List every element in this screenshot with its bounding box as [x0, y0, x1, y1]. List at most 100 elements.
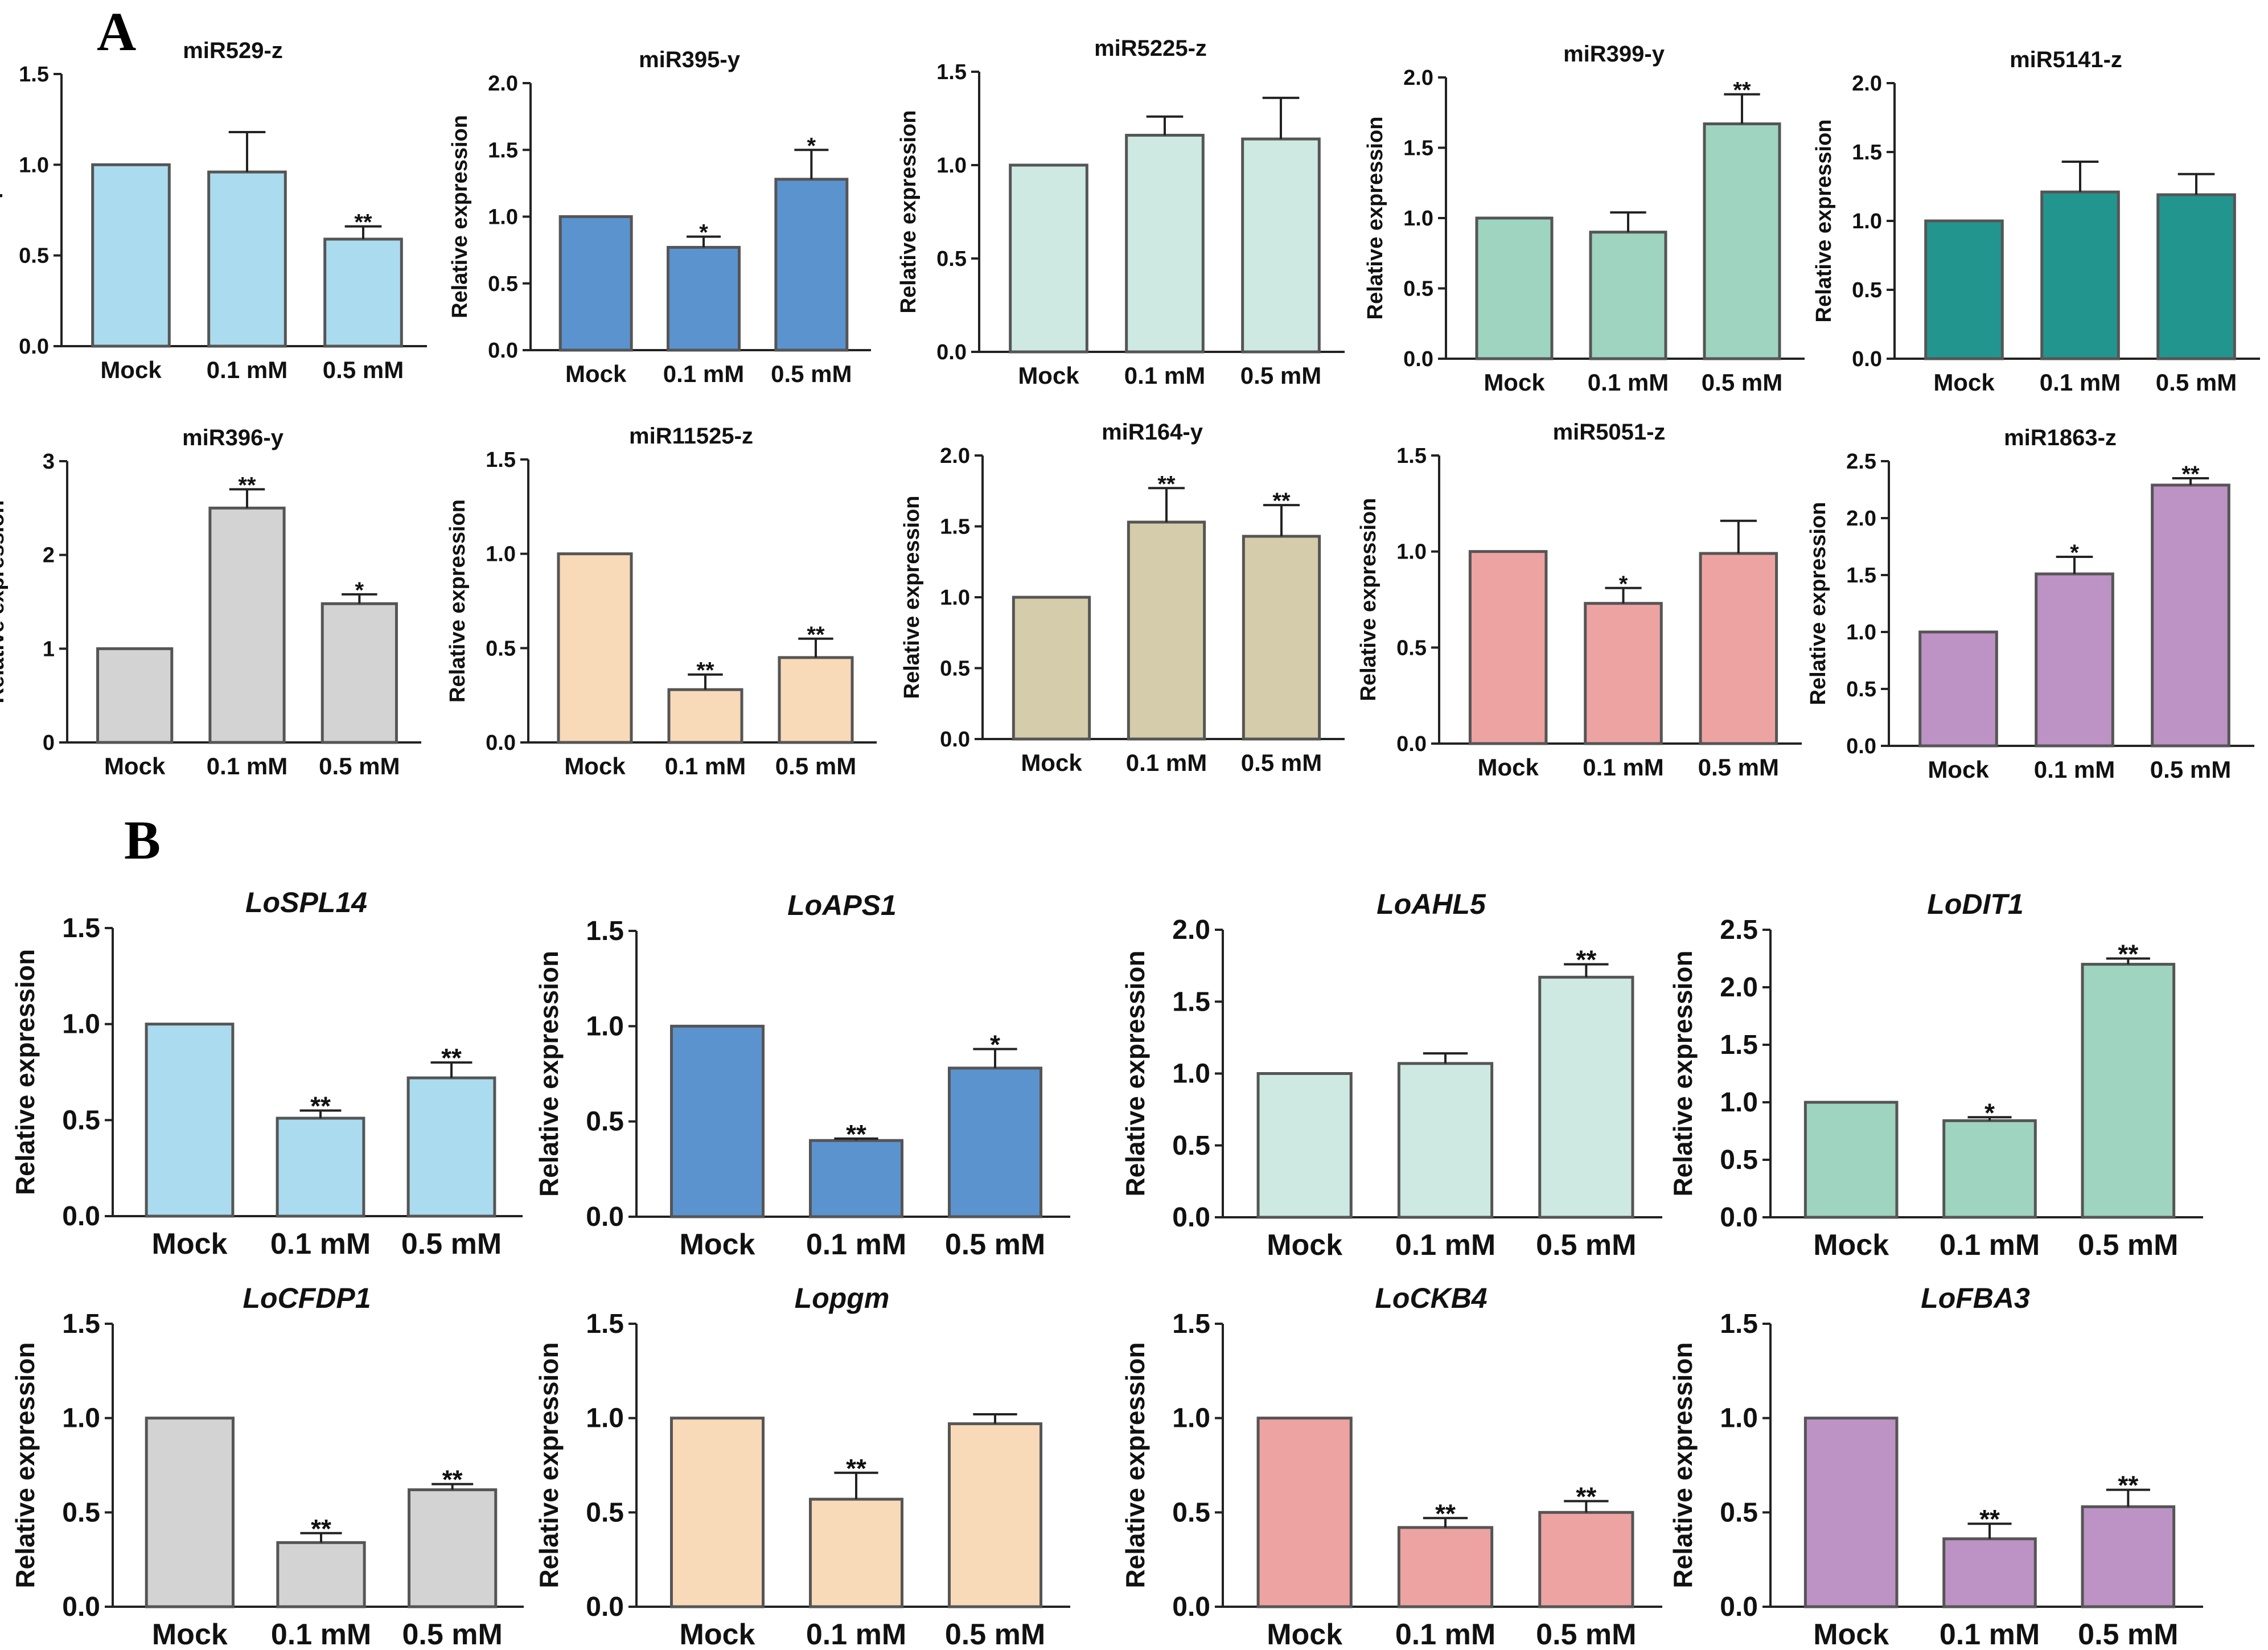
y-tick-label: 1.0: [1396, 540, 1427, 564]
category-label: 0.5 mM: [2078, 1618, 2178, 1650]
y-tick-label: 0.0: [1172, 1592, 1210, 1622]
category-label: 0.5 mM: [1240, 362, 1321, 389]
category-label: 0.1 mM: [665, 753, 746, 779]
y-axis-label: Relative expression: [1812, 120, 1836, 323]
bar-1: [669, 1417, 765, 1608]
y-tick-label: 0.0: [486, 731, 516, 755]
bar-1: [1475, 216, 1554, 360]
chart-title: LoCFDP1: [243, 1282, 371, 1314]
bar-3: [2081, 963, 2176, 1219]
y-tick-label: 2.0: [940, 444, 970, 468]
category-label: 0.1 mM: [2040, 369, 2121, 396]
y-axis-label: Relative expression: [446, 499, 470, 703]
significance-label: **: [310, 1091, 331, 1120]
significance-label: **: [1576, 1481, 1596, 1511]
y-tick-label: 2.0: [1846, 507, 1876, 531]
category-label: 0.5 mM: [2150, 756, 2231, 783]
chart-title: miR5051-z: [1553, 420, 1666, 445]
chart-7: miR164-y Relative expression 0.0 0.5 1.0 1.5 2…: [900, 420, 1345, 776]
category-label: 0.1 mM: [806, 1618, 906, 1650]
category-label: Mock: [1267, 1618, 1342, 1650]
chart-13: LoDIT1 Relative expression 0.0 0.5 1.0 1.5 2.0…: [1668, 888, 2203, 1262]
bar-1: [91, 163, 171, 348]
y-tick-label: 0.0: [1403, 347, 1433, 371]
bar-2: [1942, 1537, 2037, 1608]
y-tick-label: 0.5: [486, 637, 516, 660]
y-axis-label: Relative expression: [10, 1342, 40, 1588]
category-label: 0.5 mM: [1536, 1229, 1636, 1262]
bar-2: [808, 1497, 904, 1608]
bar-3: [947, 1066, 1043, 1218]
y-tick-label: 1.5: [1720, 1030, 1758, 1060]
category-label: 0.5 mM: [771, 360, 852, 387]
y-tick-label: 0: [43, 731, 55, 755]
bar-3: [947, 1422, 1043, 1608]
y-tick-label: 1.5: [940, 515, 970, 539]
category-label: 0.5 mM: [2078, 1229, 2178, 1262]
y-tick-label: 1.5: [486, 448, 516, 472]
chart-4: miR5141-z Relative expression 0.0 0.5 1.0 1.5…: [1812, 47, 2260, 396]
chart-title: LoCKB4: [1375, 1282, 1487, 1314]
category-label: 0.1 mM: [207, 753, 287, 779]
y-tick-label: 1.0: [1720, 1403, 1758, 1434]
bar-2: [276, 1541, 366, 1608]
bar-2: [1584, 602, 1663, 745]
bar-3: [778, 656, 854, 744]
significance-label: *: [355, 578, 364, 603]
y-tick-label: 1.5: [1172, 1309, 1210, 1339]
y-tick-label: 2.0: [488, 72, 518, 96]
y-tick-label: 0.0: [1852, 347, 1882, 371]
chart-12: LoAHL5 Relative expression 0.0 0.5 1.0 1.5 2.0…: [1120, 888, 1662, 1262]
bar-1: [1012, 596, 1091, 741]
bar-2: [667, 245, 741, 352]
y-tick-label: 1.5: [62, 1309, 100, 1339]
category-label: 0.1 mM: [1124, 362, 1205, 389]
bar-3: [1699, 552, 1778, 745]
chart-title: LoAHL5: [1377, 888, 1486, 920]
chart-title: Lopgm: [795, 1282, 890, 1314]
category-label: 0.5 mM: [945, 1618, 1045, 1650]
chart-2: miR5225-z Relative expression 0.0 0.5 1.0 1.5…: [897, 36, 1345, 389]
panel-letter-a: A: [97, 1, 136, 62]
significance-label: **: [696, 658, 714, 683]
y-tick-label: 0.5: [1396, 636, 1427, 660]
significance-label: *: [699, 220, 708, 245]
bar-2: [1589, 231, 1667, 360]
chart-15: Lopgm Relative expression 0.0 0.5 1.0 1.5 Mock…: [534, 1282, 1070, 1650]
category-label: 0.1 mM: [1126, 749, 1207, 776]
category-label: 0.5 mM: [402, 1618, 503, 1650]
bar-1: [1924, 219, 2004, 360]
bar-2: [808, 1139, 904, 1218]
y-tick-label: 0.0: [1396, 732, 1427, 756]
bar-3: [2156, 193, 2236, 360]
significance-label: *: [1619, 572, 1628, 597]
y-tick-label: 0.5: [1172, 1131, 1210, 1161]
chart-title: miR529-z: [183, 38, 283, 63]
y-tick-label: 0.0: [586, 1592, 624, 1622]
y-axis-label: Relative expression: [1120, 1342, 1150, 1588]
category-label: 0.1 mM: [207, 356, 287, 383]
y-tick-label: 0.5: [62, 1105, 100, 1135]
y-axis-label: Relative expression: [1120, 950, 1150, 1196]
y-tick-label: 1.0: [488, 206, 518, 229]
category-label: Mock: [1484, 369, 1545, 396]
y-tick-label: 0.0: [62, 1201, 100, 1232]
bar-3: [2081, 1505, 2176, 1608]
bar-1: [669, 1024, 765, 1218]
category-label: 0.5 mM: [323, 356, 404, 383]
chart-11: LoAPS1 Relative expression 0.0 0.5 1.0 1.5 Moc…: [534, 889, 1070, 1261]
category-label: 0.5 mM: [1698, 754, 1779, 781]
bar-3: [323, 237, 403, 348]
category-label: 0.1 mM: [806, 1228, 906, 1261]
significance-label: **: [1435, 1499, 1456, 1528]
bar-3: [321, 602, 398, 744]
category-label: 0.1 mM: [1940, 1618, 2040, 1650]
y-tick-label: 1.0: [936, 154, 967, 178]
y-tick-label: 1.0: [586, 1403, 624, 1434]
category-label: Mock: [564, 753, 626, 779]
bar-3: [1242, 535, 1321, 741]
significance-label: **: [1979, 1504, 2000, 1534]
bar-3: [774, 178, 849, 352]
significance-label: *: [807, 133, 816, 158]
y-tick-label: 2.5: [1846, 450, 1876, 474]
